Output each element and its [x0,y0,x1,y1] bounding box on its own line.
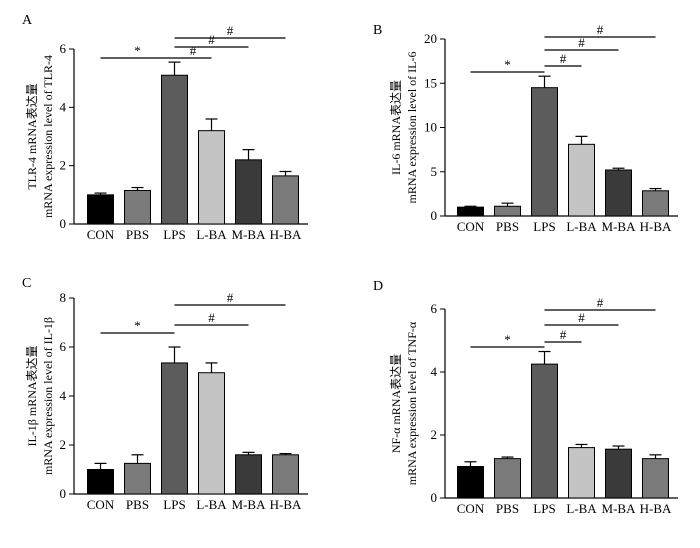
panel-c-significance-mark: # [208,310,215,325]
panel-c-significance-mark: * [134,318,141,333]
panel-b-y-tick-label: 20 [424,31,437,46]
panel-b-significance-mark: # [578,35,585,50]
panel-a-y-tick-label: 0 [60,216,67,231]
panel-a-significance-mark: # [208,32,215,47]
panel-b-y-tick-label: 0 [431,208,438,223]
panel-d-x-tick-label: PBS [496,501,519,516]
panel-b-x-tick-label: L-BA [566,219,597,234]
panel-d-bar-l-ba [568,447,595,499]
panel-c-y-axis-title-gene: IL-1β mRNA表达量 [25,345,39,446]
panel-d-significance-mark: # [597,295,604,310]
panel-a-bar-h-ba [272,175,299,225]
panel-a-y-tick-label: 6 [60,41,67,56]
panel-c-y-axis-title: mRNA expression level of IL-1β [41,317,55,475]
panel-b-y-tick-label: 5 [431,164,438,179]
panel-a-bar-pbs [124,189,151,225]
panel-d-y-tick-label: 0 [431,490,438,505]
panel-b-bar-lps [531,87,558,217]
panel-c-bar-lps [161,362,188,495]
panel-d-y-tick-label: 4 [431,364,438,379]
panel-c-bar-pbs [124,462,151,495]
panel-d-x-tick-label: LPS [533,501,555,516]
panel-d-label: D [373,279,383,294]
panel-a-x-tick-label: PBS [126,227,149,242]
panel-d-y-tick-label: 6 [431,301,438,316]
panel-a-y-tick-label: 4 [60,99,67,114]
panel-b-bar-m-ba [605,169,632,217]
panel-c-bar-con [87,469,114,495]
panel-b-significance-mark: * [504,57,511,72]
panel-a-x-tick-label: LPS [163,227,185,242]
panel-a-x-tick-label: CON [87,227,115,242]
panel-a-y-tick-label: 2 [60,158,67,173]
panel-b-bar-l-ba [568,143,595,217]
panel-b-x-tick-label: LPS [533,219,555,234]
panel-c-x-tick-label: M-BA [232,497,267,512]
panel-d-x-tick-label: M-BA [602,501,637,516]
panel-a-x-tick-label: L-BA [196,227,227,242]
panel-b-x-tick-label: PBS [496,219,519,234]
panel-b-significance-mark: # [560,51,567,66]
panel-a-label: A [22,13,33,28]
panel-a-significance-mark: # [190,43,197,58]
panel-d-significance-mark: # [578,310,585,325]
panel-a-bar-lps [161,74,188,225]
panel-c-label: C [22,276,31,291]
panel-a-x-tick-label: H-BA [270,227,302,242]
panel-a-y-axis-title: mRNA expression level of TLR-4 [41,55,55,218]
panel-c-bar-h-ba [272,454,299,495]
panel-d-y-axis-title: mRNA expression level of TNF-α [405,321,419,485]
panel-a-x-tick-label: M-BA [232,227,267,242]
panel-c-bar-l-ba [198,372,225,495]
panel-c-significance-mark: # [227,290,234,305]
panel-b-x-tick-label: H-BA [640,219,672,234]
panel-a-bar-m-ba [235,159,262,225]
panel-d-x-tick-label: L-BA [566,501,597,516]
panel-d-y-tick-label: 2 [431,427,438,442]
panel-c-bar-m-ba [235,454,262,495]
panel-d-y-axis-title-gene: NF-α mRNA表达量 [389,354,403,453]
panel-c-y-tick-label: 2 [60,437,67,452]
panel-b-significance-mark: # [597,22,604,37]
panel-b-x-tick-label: M-BA [602,219,637,234]
panel-c-x-tick-label: PBS [126,497,149,512]
panel-b-label: B [373,23,382,38]
panel-c-y-tick-label: 6 [60,339,67,354]
panel-a-bar-con [87,194,114,225]
panel-d-bar-pbs [494,458,521,499]
panel-b-x-tick-label: CON [457,219,485,234]
panel-d-bar-h-ba [642,458,669,499]
panel-d-significance-mark: * [504,332,511,347]
panel-a-significance-mark: * [134,43,141,58]
panel-b-y-axis-title-gene: IL-6 mRNA表达量 [389,80,403,175]
panel-b-y-axis-title: mRNA expression level of IL-6 [405,52,419,204]
panel-d-x-tick-label: CON [457,501,485,516]
panel-d-bar-m-ba [605,448,632,499]
panel-c-y-tick-label: 8 [60,290,67,305]
panel-c-x-tick-label: L-BA [196,497,227,512]
panel-a-significance-mark: # [227,23,234,38]
panel-d-bar-con [457,466,484,499]
panel-d-x-tick-label: H-BA [640,501,672,516]
panel-d-significance-mark: # [560,327,567,342]
panel-b-bar-con [457,206,484,217]
panel-a-bar-l-ba [198,130,225,225]
panel-a-y-axis-title-gene: TLR-4 mRNA表达量 [25,83,39,189]
panel-b-y-tick-label: 15 [424,75,437,90]
panel-b-y-tick-label: 10 [424,120,437,135]
panel-b-bar-h-ba [642,190,669,217]
panel-c-x-tick-label: H-BA [270,497,302,512]
panel-c-x-tick-label: CON [87,497,115,512]
panel-d-bar-lps [531,363,558,499]
panel-c-y-tick-label: 0 [60,486,67,501]
panel-c-x-tick-label: LPS [163,497,185,512]
panel-c-y-tick-label: 4 [60,388,67,403]
panel-b-bar-pbs [494,205,521,217]
